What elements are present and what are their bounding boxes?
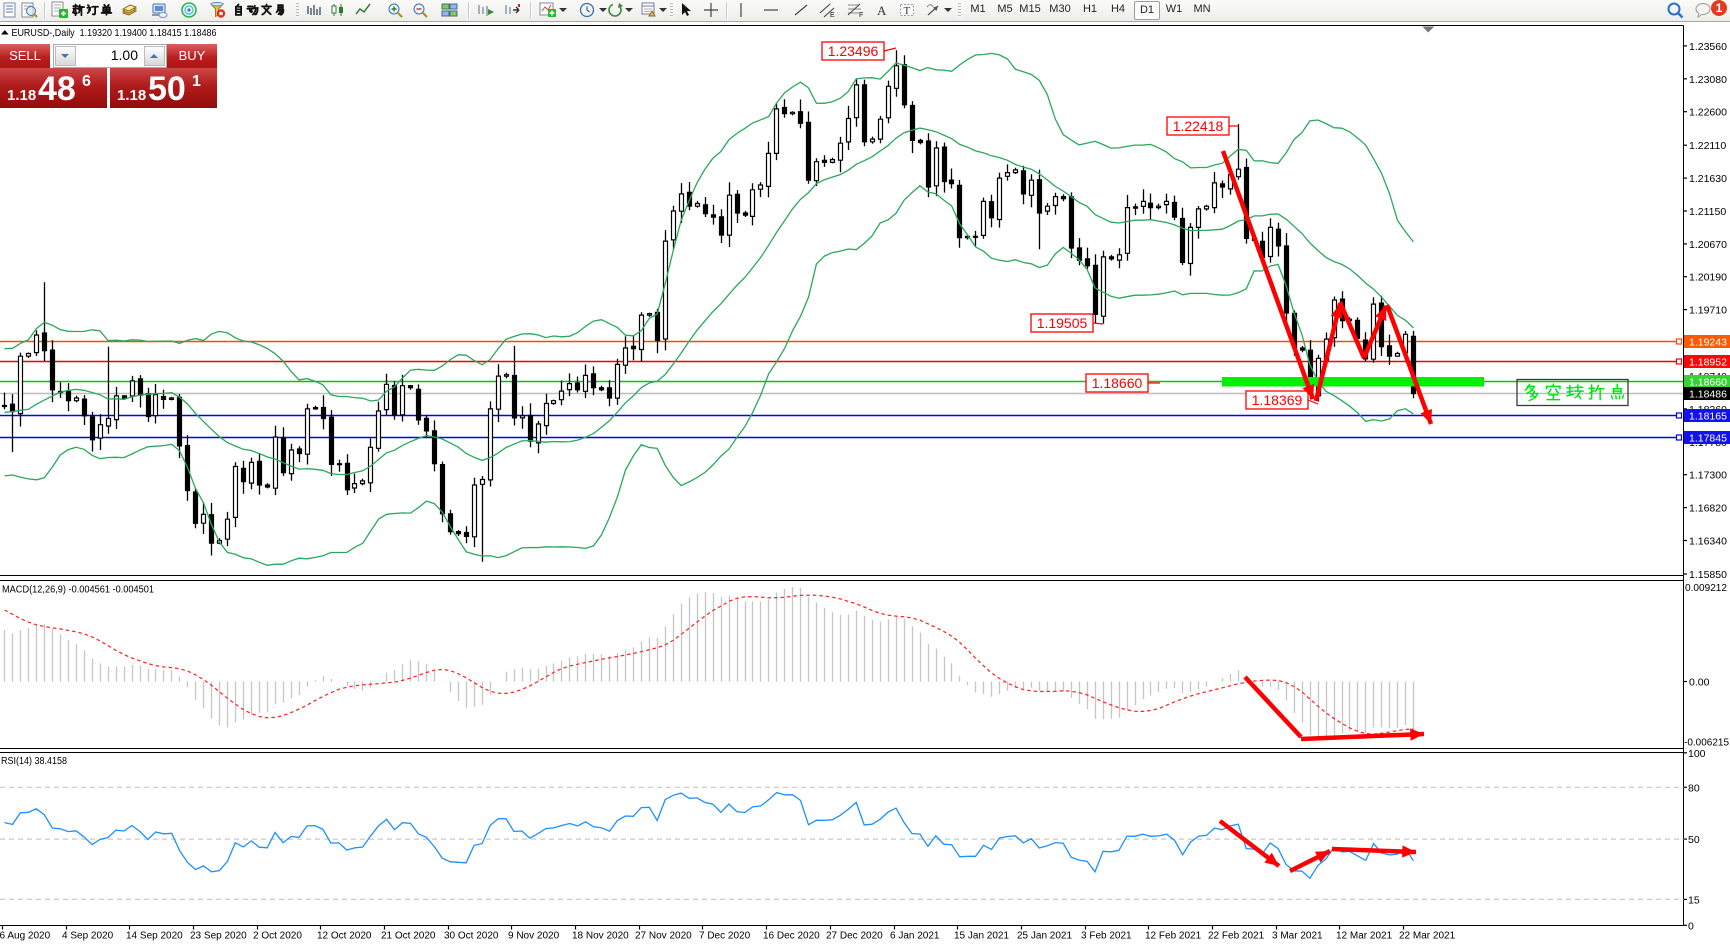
- svg-text:100: 100: [1688, 748, 1706, 760]
- svg-text:1: 1: [1716, 1, 1723, 15]
- svg-text:1.16820: 1.16820: [1689, 503, 1727, 515]
- svg-text:1.23560: 1.23560: [1689, 41, 1727, 53]
- svg-text:MACD(12,26,9) -0.004561 -0.004: MACD(12,26,9) -0.004561 -0.004501: [2, 585, 154, 596]
- svg-text:1.19243: 1.19243: [1689, 337, 1727, 349]
- svg-text:21 Oct 2020: 21 Oct 2020: [381, 931, 436, 942]
- svg-text:12 Oct 2020: 12 Oct 2020: [317, 931, 372, 942]
- svg-text:12 Feb 2021: 12 Feb 2021: [1145, 931, 1202, 942]
- svg-text:1.20190: 1.20190: [1689, 272, 1727, 284]
- svg-text:0.009212: 0.009212: [1685, 582, 1727, 594]
- svg-text:1.19710: 1.19710: [1689, 305, 1727, 317]
- svg-text:27 Dec 2020: 27 Dec 2020: [826, 931, 883, 942]
- svg-text:0: 0: [1688, 920, 1694, 932]
- svg-text:E: E: [830, 12, 835, 19]
- svg-text:1.23496: 1.23496: [828, 43, 879, 59]
- svg-text:7 Dec 2020: 7 Dec 2020: [699, 931, 751, 942]
- svg-text:1.18369: 1.18369: [1252, 392, 1303, 408]
- svg-text:1.21630: 1.21630: [1689, 173, 1727, 185]
- svg-text:1.18660: 1.18660: [1689, 377, 1727, 389]
- svg-text:30 Oct 2020: 30 Oct 2020: [444, 931, 499, 942]
- svg-text:RSI(14) 38.4158: RSI(14) 38.4158: [1, 756, 67, 767]
- svg-text:27 Nov 2020: 27 Nov 2020: [635, 931, 692, 942]
- svg-text:EURUSD-,Daily 1.19320 1.19400: EURUSD-,Daily 1.19320 1.19400 1.18415 1.…: [12, 27, 217, 39]
- svg-text:4 Sep 2020: 4 Sep 2020: [62, 931, 114, 942]
- svg-text:F: F: [859, 12, 863, 19]
- svg-text:-0.006215: -0.006215: [1684, 737, 1729, 749]
- svg-text:25 Jan 2021: 25 Jan 2021: [1017, 931, 1072, 942]
- svg-text:1.22418: 1.22418: [1173, 118, 1224, 134]
- svg-text:18 Nov 2020: 18 Nov 2020: [572, 931, 629, 942]
- svg-text:1.22600: 1.22600: [1689, 107, 1727, 119]
- svg-text:23 Sep 2020: 23 Sep 2020: [190, 931, 247, 942]
- svg-text:1.15850: 1.15850: [1689, 569, 1727, 581]
- svg-text:22 Mar 2021: 22 Mar 2021: [1399, 931, 1456, 942]
- svg-text:0.00: 0.00: [1689, 677, 1710, 689]
- svg-text:22 Feb 2021: 22 Feb 2021: [1208, 931, 1265, 942]
- svg-text:2 Oct 2020: 2 Oct 2020: [253, 931, 302, 942]
- svg-text:1.16340: 1.16340: [1689, 536, 1727, 548]
- svg-text:T: T: [904, 5, 911, 17]
- svg-text:15: 15: [1688, 894, 1700, 906]
- svg-text:15 Jan 2021: 15 Jan 2021: [954, 931, 1009, 942]
- svg-text:80: 80: [1688, 782, 1700, 794]
- svg-text:26 Aug 2020: 26 Aug 2020: [0, 931, 51, 942]
- svg-text:1.19505: 1.19505: [1037, 315, 1088, 331]
- svg-text:14 Sep 2020: 14 Sep 2020: [126, 931, 183, 942]
- svg-text:1.22110: 1.22110: [1689, 140, 1726, 152]
- svg-text:1.17300: 1.17300: [1689, 470, 1727, 482]
- svg-text:1.18486: 1.18486: [1689, 389, 1727, 401]
- svg-text:50: 50: [1688, 834, 1700, 846]
- svg-text:12 Mar 2021: 12 Mar 2021: [1336, 931, 1393, 942]
- svg-text:3 Feb 2021: 3 Feb 2021: [1081, 931, 1132, 942]
- svg-text:1.17845: 1.17845: [1689, 432, 1727, 444]
- svg-text:1.18165: 1.18165: [1689, 411, 1727, 423]
- svg-text:1.23080: 1.23080: [1689, 74, 1727, 86]
- svg-text:A: A: [877, 3, 887, 18]
- svg-text:6 Jan 2021: 6 Jan 2021: [890, 931, 940, 942]
- svg-text:1.20670: 1.20670: [1689, 239, 1727, 251]
- svg-text:1.21150: 1.21150: [1689, 206, 1726, 218]
- svg-text:9 Nov 2020: 9 Nov 2020: [508, 931, 560, 942]
- svg-text:16 Dec 2020: 16 Dec 2020: [763, 931, 820, 942]
- svg-text:1.18952: 1.18952: [1689, 357, 1727, 369]
- svg-text:3 Mar 2021: 3 Mar 2021: [1272, 931, 1323, 942]
- svg-text:1.18660: 1.18660: [1092, 375, 1143, 391]
